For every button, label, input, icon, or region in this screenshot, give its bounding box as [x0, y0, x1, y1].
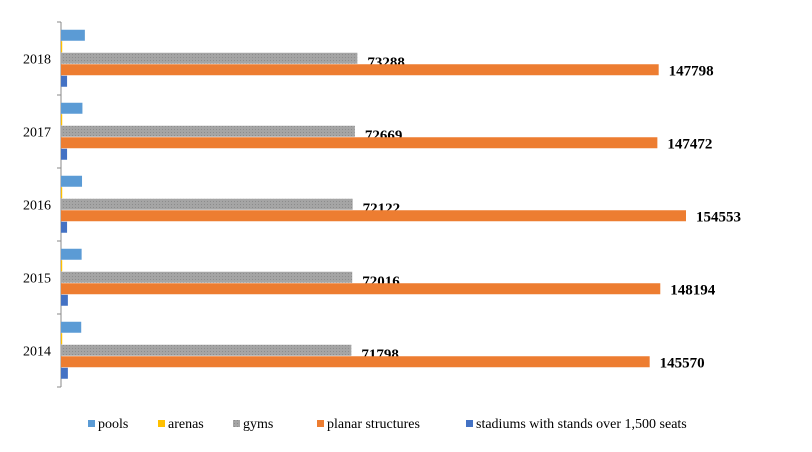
legend-label: stadiums with stands over 1,500 seats: [476, 417, 687, 432]
legend-swatch: [88, 420, 95, 427]
bar: [61, 198, 353, 210]
bar: [61, 271, 353, 283]
bar: [61, 356, 650, 368]
legend-label: planar structures: [327, 417, 420, 432]
bar: [61, 175, 83, 187]
bar: [61, 114, 63, 126]
bar: [61, 248, 82, 260]
bar: [61, 29, 85, 41]
bar: [61, 367, 68, 379]
value-label: 147798: [669, 63, 714, 79]
bar: [61, 221, 68, 233]
bar: [61, 64, 659, 76]
value-label: 145570: [660, 355, 705, 371]
bar: [61, 333, 63, 345]
legend-swatch: [317, 420, 324, 427]
bar: [61, 52, 358, 64]
y-tick-label: 2018: [23, 53, 51, 68]
y-tick-label: 2014: [23, 345, 51, 360]
bar: [61, 283, 661, 295]
bar: [61, 148, 68, 160]
legend-swatch: [233, 420, 240, 427]
legend-label: pools: [98, 417, 128, 432]
legend-label: arenas: [168, 417, 204, 432]
bar: [61, 321, 82, 333]
bar: [61, 187, 63, 199]
value-label: 148194: [670, 282, 716, 298]
y-tick-label: 2015: [23, 272, 51, 287]
legend-label: gyms: [243, 417, 273, 432]
bar: [61, 137, 658, 149]
bar: [61, 344, 352, 356]
value-label: 147472: [667, 136, 712, 152]
bar: [61, 294, 68, 306]
legend-swatch: [158, 420, 165, 427]
bar: [61, 125, 355, 137]
bar: [61, 75, 68, 87]
bar: [61, 41, 63, 53]
legend-swatch: [466, 420, 473, 427]
bar: [61, 102, 83, 114]
y-tick-label: 2017: [23, 126, 51, 141]
value-label: 154553: [696, 209, 741, 225]
y-tick-label: 2016: [23, 199, 51, 214]
bar: [61, 260, 63, 272]
bar: [61, 210, 686, 222]
